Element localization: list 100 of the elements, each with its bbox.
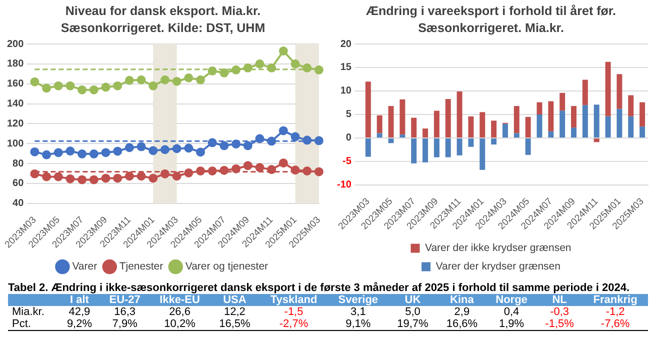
point [101, 174, 110, 183]
point [148, 174, 158, 183]
y-tick-label: 20 [340, 38, 352, 50]
category-label: UK [404, 294, 422, 306]
bar [536, 102, 542, 114]
bar [445, 138, 451, 158]
point [78, 149, 87, 158]
bar [422, 128, 428, 138]
y-tick-label: 120 [6, 118, 24, 130]
bar [525, 138, 531, 155]
data-label: -1,5 [283, 306, 304, 318]
bar [502, 124, 508, 138]
point [278, 46, 288, 56]
bar [560, 92, 566, 111]
point [42, 84, 52, 93]
point [113, 174, 122, 183]
category-label: Norge [494, 294, 528, 306]
bar [594, 104, 600, 138]
data-label: -1,2 [604, 306, 626, 318]
point [89, 175, 98, 184]
point [243, 63, 252, 72]
point [184, 73, 194, 82]
bar [640, 102, 646, 127]
data-label: 2,9 [453, 306, 471, 318]
point [302, 63, 312, 72]
category-label: I alt [69, 294, 90, 306]
category-label: Ikke-EU [158, 294, 201, 306]
bar [400, 99, 406, 135]
point [290, 132, 300, 142]
data-label: 3,1 [350, 306, 367, 318]
point [30, 169, 40, 178]
bar [605, 62, 611, 116]
bar [400, 134, 406, 138]
bar [628, 116, 634, 138]
point [30, 77, 40, 86]
point [290, 59, 300, 68]
point [42, 150, 52, 160]
category-label: Tyskland [269, 294, 318, 306]
data-label: -0,3 [549, 306, 570, 318]
bar [480, 138, 486, 170]
y-tick-label: 15 [340, 62, 352, 74]
bar [456, 91, 462, 138]
bar [548, 131, 554, 138]
chart-subtitle: Sæsonkorrigeret. Kilde: DST, UHM [60, 20, 266, 35]
point [267, 63, 276, 72]
point [220, 68, 229, 78]
bar [468, 138, 474, 147]
bar [411, 118, 417, 138]
bar [434, 110, 440, 138]
bar [422, 138, 428, 162]
y-tick-label: 160 [6, 78, 24, 90]
bar [514, 106, 520, 134]
bar [536, 114, 542, 138]
category-label: EU-27 [108, 294, 142, 306]
point [54, 172, 63, 182]
point [160, 75, 170, 84]
point [172, 172, 182, 181]
point [113, 81, 122, 90]
point [160, 145, 170, 154]
point [208, 166, 217, 176]
legend-label: Varer og tjenester [185, 260, 269, 273]
y-tick-label: 80 [12, 158, 24, 170]
point [30, 147, 40, 156]
bar [514, 133, 520, 138]
bar [411, 138, 417, 164]
y-tick-label: 0 [346, 132, 352, 144]
bar [616, 108, 622, 138]
point [255, 134, 264, 144]
data-label: -1,5% [544, 318, 575, 330]
point [208, 66, 217, 76]
point [314, 65, 324, 74]
point [124, 172, 134, 181]
point [232, 139, 241, 148]
category-label: Frankrig [592, 294, 638, 306]
point [314, 136, 324, 146]
category-label: NL [551, 294, 568, 306]
point [89, 85, 98, 94]
point [172, 144, 182, 154]
y-tick-label: 60 [12, 178, 24, 190]
category-label: Kina [449, 294, 475, 306]
data-label: 16,5% [218, 318, 252, 330]
bar [491, 138, 497, 145]
data-label: 10,2% [163, 318, 196, 330]
point [148, 81, 158, 90]
y-tick-label: 5 [346, 109, 352, 120]
bar [616, 74, 622, 109]
point [78, 175, 87, 184]
text: Mia.kr. [11, 306, 46, 318]
point [54, 148, 63, 158]
data-label: 12,2 [223, 306, 246, 318]
point [267, 165, 276, 174]
chart-title: Niveau for dansk eksport. Mia.kr. [65, 4, 261, 18]
data-label: -2,7% [278, 318, 310, 330]
data-label: 26,6 [168, 306, 192, 318]
bar [456, 138, 462, 156]
point [136, 75, 146, 84]
data-label: 7,9% [111, 318, 138, 330]
point [54, 81, 63, 90]
point [101, 82, 110, 92]
data-label: 19,7% [396, 318, 430, 330]
